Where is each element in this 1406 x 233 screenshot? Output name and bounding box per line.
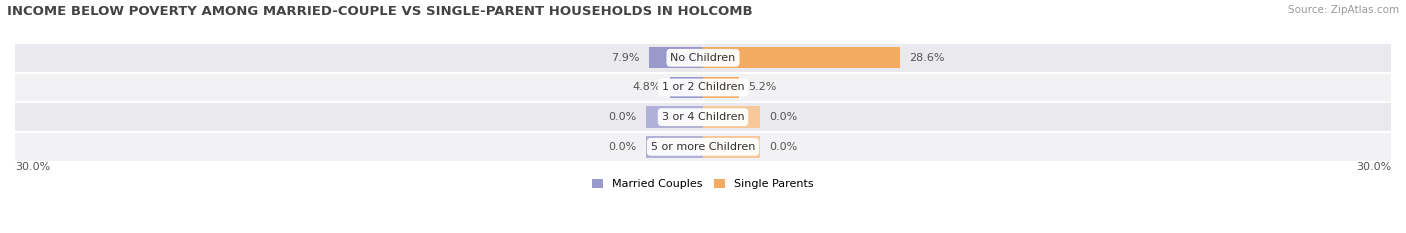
- Text: No Children: No Children: [671, 53, 735, 63]
- Text: 5.2%: 5.2%: [748, 82, 776, 93]
- Text: 30.0%: 30.0%: [15, 162, 51, 172]
- Text: 0.0%: 0.0%: [609, 112, 637, 122]
- Bar: [703, 47, 900, 69]
- Text: 7.9%: 7.9%: [612, 53, 640, 63]
- Bar: [648, 47, 703, 69]
- Bar: [15, 132, 1391, 162]
- Bar: [15, 73, 1391, 102]
- Bar: [703, 136, 761, 158]
- Text: 30.0%: 30.0%: [1355, 162, 1391, 172]
- Bar: [15, 102, 1391, 132]
- Text: 0.0%: 0.0%: [769, 142, 797, 152]
- Text: Source: ZipAtlas.com: Source: ZipAtlas.com: [1288, 5, 1399, 15]
- Bar: [15, 43, 1391, 73]
- Bar: [703, 77, 738, 98]
- Text: 1 or 2 Children: 1 or 2 Children: [662, 82, 744, 93]
- Bar: [645, 106, 703, 128]
- Bar: [645, 136, 703, 158]
- Bar: [671, 77, 703, 98]
- Text: 0.0%: 0.0%: [609, 142, 637, 152]
- Text: INCOME BELOW POVERTY AMONG MARRIED-COUPLE VS SINGLE-PARENT HOUSEHOLDS IN HOLCOMB: INCOME BELOW POVERTY AMONG MARRIED-COUPL…: [7, 5, 752, 18]
- Text: 4.8%: 4.8%: [633, 82, 661, 93]
- Bar: [703, 106, 761, 128]
- Text: 3 or 4 Children: 3 or 4 Children: [662, 112, 744, 122]
- Text: 0.0%: 0.0%: [769, 112, 797, 122]
- Text: 28.6%: 28.6%: [908, 53, 945, 63]
- Legend: Married Couples, Single Parents: Married Couples, Single Parents: [592, 179, 814, 189]
- Text: 5 or more Children: 5 or more Children: [651, 142, 755, 152]
